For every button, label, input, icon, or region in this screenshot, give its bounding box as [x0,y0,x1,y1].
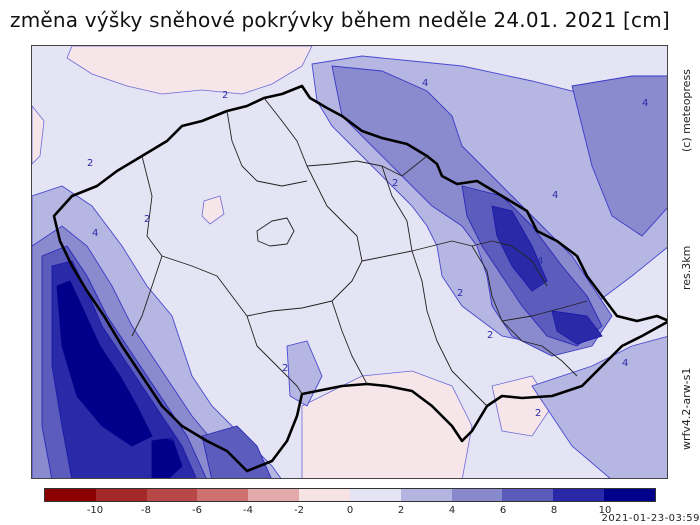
legend-tick: -2 [294,505,304,516]
copyright-label: (c) meteopress [680,69,693,152]
country-border [52,84,667,473]
legend-cell [400,489,452,501]
contour-label: 2 [487,330,493,341]
contour-label: 2 [457,288,463,299]
increase-8-10-northeast [491,205,548,292]
decrease-area-west [32,105,45,165]
legend-tick: -6 [192,505,202,516]
legend-cell [604,489,655,501]
snow-change-map: 2 2 4 4 4 2 4 2 2 4 2 4 4 2 2 4 [31,45,668,479]
model-label: wrfv4.2-arw-s1 [680,367,693,450]
legend-tick: 6 [499,505,507,516]
decrease-area-south [301,370,473,478]
contour-label: 2 [392,178,398,189]
increase-area-southeast [531,336,667,478]
increase-8-10-east [551,310,603,345]
contour-label: 2 [282,363,288,374]
resolution-label: res.3km [680,245,693,290]
contour-label: 4 [622,358,628,369]
legend-cell [349,489,401,501]
contour-label: 4 [537,256,543,267]
map-title: změna výšky sněhové pokrývky během neděl… [10,8,670,32]
legend-cell [502,489,554,501]
legend-tick: 2 [397,505,405,516]
legend-cell [45,489,96,501]
increase-over-10-south [151,437,183,478]
legend-tick: -4 [243,505,253,516]
contour-label: 4 [62,418,68,429]
increase-over-10-southwest [56,280,153,447]
legend-tick: 4 [448,505,456,516]
contour-label: 4 [552,190,558,201]
contour-labels: 2 2 4 4 4 2 4 2 2 4 2 4 4 2 2 4 [62,78,648,444]
contour-label: 2 [535,408,541,419]
legend-cell [553,489,605,501]
contour-label: 2 [144,214,150,225]
legend-cell [248,489,300,501]
legend-tick: -8 [141,505,151,516]
legend-cell [451,489,503,501]
contour-label: 4 [422,78,428,89]
contour-label: 2 [222,90,228,101]
contour-label: 4 [167,433,173,444]
legend-cell [95,489,147,501]
increase-4-6-east [571,75,667,237]
map-canvas: 2 2 4 4 4 2 4 2 2 4 2 4 4 2 2 4 [32,46,667,478]
contour-label: 2 [87,158,93,169]
legend-cell [146,489,198,501]
contour-label: 4 [92,228,98,239]
color-legend [44,488,656,502]
decrease-area-north [66,46,313,95]
regional-borders [131,97,588,407]
legend-tick: -10 [86,505,104,516]
legend-tick: 8 [550,505,558,516]
decrease-patch [201,195,225,225]
legend-tick: 0 [346,505,354,516]
legend-tick: 10 [598,505,612,516]
legend-cell [197,489,249,501]
model-run-timestamp: 2021-01-23-03:59 [601,513,700,524]
legend-cell [299,489,350,501]
contour-label: 4 [642,98,648,109]
